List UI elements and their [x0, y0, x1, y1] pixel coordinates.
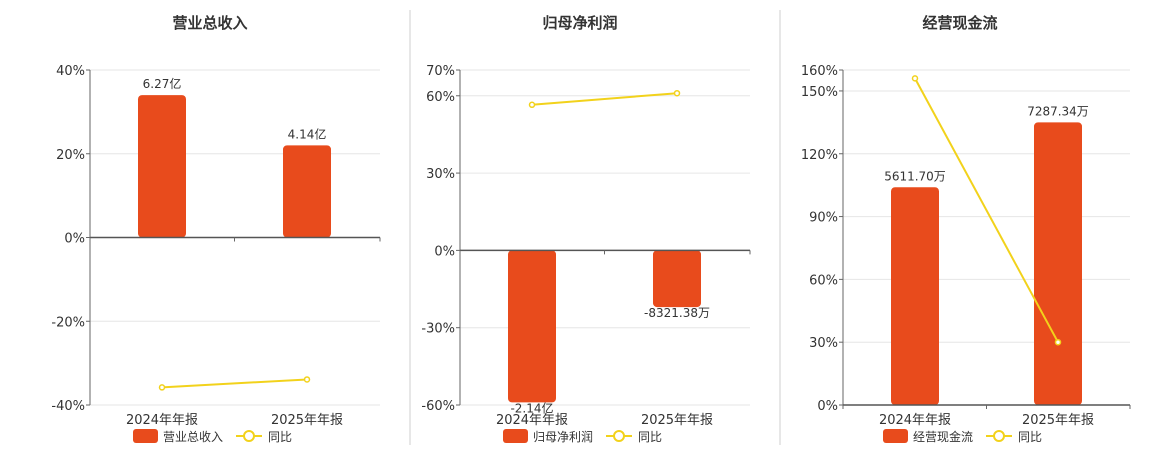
bar-data-label: 4.14亿 — [288, 126, 327, 141]
x-category-label: 2025年年报 — [641, 413, 713, 428]
y-tick-label: 60% — [426, 90, 455, 105]
y-tick-label: 90% — [809, 211, 838, 226]
legend-line-label: 同比 — [268, 430, 292, 444]
y-tick-label: -30% — [421, 322, 455, 337]
legend[interactable]: 归母净利润 同比 — [503, 429, 662, 444]
bar-data-label: 5611.70万 — [884, 169, 946, 183]
bar-data-label: -8321.38万 — [644, 306, 710, 320]
bar-data-label: -2.14亿 — [510, 400, 553, 415]
legend-line-marker — [243, 430, 255, 442]
yoy-line — [531, 92, 678, 106]
y-tick-label: 40% — [56, 64, 85, 79]
bar — [891, 187, 939, 405]
legend-line-marker — [993, 430, 1005, 442]
y-tick-label: 60% — [809, 273, 838, 288]
x-category-label: 2025年年报 — [1022, 413, 1094, 428]
legend-line-label: 同比 — [1018, 430, 1042, 444]
legend[interactable]: 营业总收入 同比 — [133, 429, 292, 444]
legend-bar-label: 归母净利润 — [533, 430, 593, 444]
legend[interactable]: 经营现金流 同比 — [883, 429, 1042, 444]
chart-panel-1: 营业总收入 40% 20% 0% -20% -40% 6.27亿 4.14亿 2024年年报 20… — [51, 14, 381, 444]
bar-data-label: 7287.34万 — [1027, 104, 1089, 118]
legend-line-label: 同比 — [638, 430, 662, 444]
y-tick-label: 0% — [64, 232, 85, 247]
bar — [138, 95, 186, 238]
legend-line-marker — [613, 430, 625, 442]
yoy-point — [303, 376, 311, 383]
chart-title: 归母净利润 — [542, 14, 617, 32]
y-tick-label: 0% — [817, 399, 838, 414]
legend-bar-swatch — [503, 429, 528, 443]
chart-title: 经营现金流 — [922, 14, 997, 32]
y-tick-label: 30% — [809, 336, 838, 351]
yoy-line — [914, 77, 1059, 343]
x-category-label: 2025年年报 — [271, 413, 343, 428]
y-tick-label: -20% — [51, 315, 85, 330]
legend-bar-swatch — [133, 429, 158, 443]
y-tick-label: 20% — [56, 148, 85, 163]
legend-bar-label: 营业总收入 — [163, 430, 223, 444]
y-tick-label: 30% — [426, 167, 455, 182]
yoy-point — [911, 75, 919, 82]
y-tick-label: 70% — [426, 64, 455, 79]
yoy-point — [158, 384, 166, 391]
y-tick-label: 0% — [434, 244, 455, 259]
bar-data-label: 6.27亿 — [143, 76, 182, 91]
yoy-point — [528, 101, 536, 109]
chart-panel-3: 经营现金流 160% 150% 120% 90% 60% 30% 0% 5611.70万 7287… — [801, 14, 1131, 444]
y-tick-label: -40% — [51, 399, 85, 414]
legend-bar-label: 经营现金流 — [913, 429, 973, 444]
y-tick-label: 150% — [801, 85, 838, 100]
x-category-label: 2024年年报 — [496, 413, 568, 428]
bar — [1034, 122, 1082, 405]
bar — [508, 250, 556, 403]
bar — [653, 250, 701, 308]
y-tick-label: 120% — [801, 148, 838, 163]
yoy-point — [673, 89, 681, 97]
x-category-label: 2024年年报 — [126, 413, 198, 428]
x-category-label: 2024年年报 — [879, 413, 951, 428]
y-tick-label: -60% — [421, 399, 455, 414]
bar — [283, 145, 331, 238]
yoy-line — [161, 378, 308, 389]
chart-panel-2: 归母净利润 70% 60% 30% 0% -30% -60% -2.14亿 -8321.38万 2… — [421, 14, 751, 444]
chart-title: 营业总收入 — [172, 14, 247, 32]
legend-bar-swatch — [883, 429, 908, 443]
yoy-point — [1054, 338, 1062, 346]
y-tick-label: 160% — [801, 64, 838, 79]
